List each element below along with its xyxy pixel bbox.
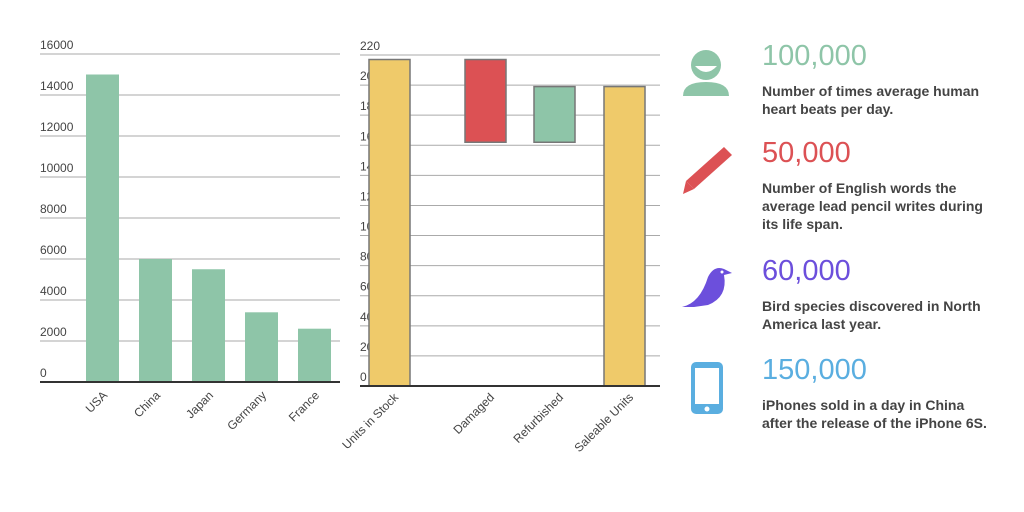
y-tick-label: 4000 — [40, 284, 67, 298]
stat-desc: iPhones sold in a day in China after the… — [762, 397, 987, 431]
bar — [192, 269, 225, 382]
y-tick-label: 0 — [360, 370, 367, 384]
y-tick-label: 220 — [360, 39, 380, 53]
y-tick-label: 14000 — [40, 79, 74, 93]
bar — [603, 85, 646, 387]
bar — [464, 58, 507, 144]
stat-desc: Bird species discovered in North America… — [762, 298, 981, 332]
bar — [86, 74, 119, 382]
x-tick-label: Damaged — [450, 390, 497, 437]
y-tick-label: 6000 — [40, 243, 67, 257]
stat-value: 150,000 — [762, 354, 867, 386]
y-tick-label: 2000 — [40, 325, 67, 339]
x-tick-label: Saleable Units — [571, 390, 636, 455]
person-icon — [683, 50, 729, 96]
x-tick-label: Units in Stock — [339, 390, 401, 452]
stat-value: 100,000 — [762, 40, 867, 72]
bird-icon — [682, 268, 732, 307]
y-tick-label: 16000 — [40, 38, 74, 52]
bar — [298, 328, 331, 382]
y-tick-label: 8000 — [40, 202, 67, 216]
stat-value: 50,000 — [762, 137, 851, 169]
x-tick-label: Refurbished — [510, 390, 566, 446]
phone-icon — [691, 362, 723, 414]
stat-desc: Number of English words the average lead… — [762, 180, 983, 232]
stat-value: 60,000 — [762, 255, 851, 287]
bar — [368, 58, 411, 387]
waterfall-chart: 020406080100120140160180200220Units in S… — [339, 39, 660, 455]
y-tick-label: 10000 — [40, 161, 74, 175]
bar — [245, 312, 278, 382]
y-tick-label: 0 — [40, 366, 47, 380]
y-tick-label: 12000 — [40, 120, 74, 134]
bar — [139, 259, 172, 382]
bar — [533, 85, 576, 144]
stat-desc: Number of times average human heart beat… — [762, 83, 980, 117]
pencil-icon — [683, 147, 732, 194]
country-bar-chart: 0200040006000800010000120001400016000USA… — [40, 38, 340, 433]
